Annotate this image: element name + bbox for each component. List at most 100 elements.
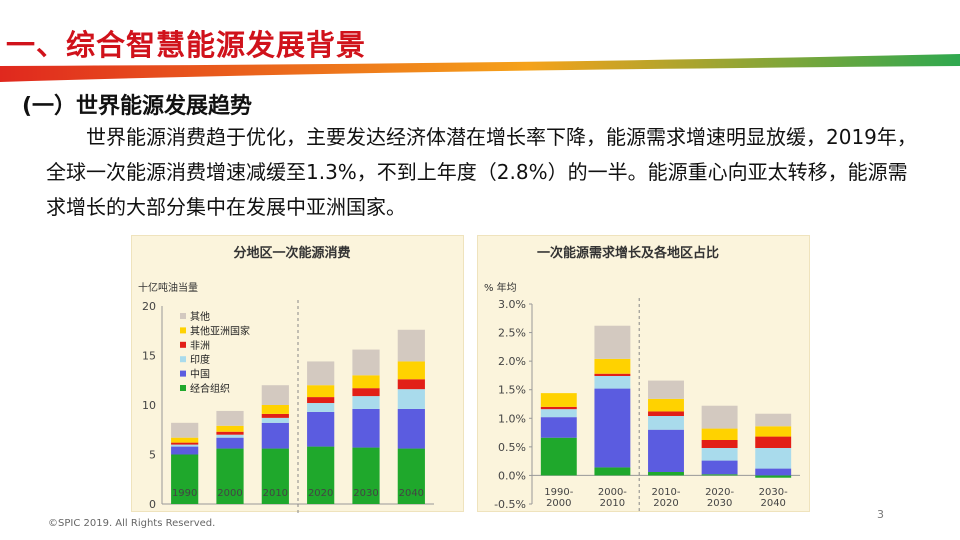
y-tick-label: 2.5% bbox=[498, 327, 526, 340]
bar-segment bbox=[701, 428, 738, 440]
legend-label: 其他亚洲国家 bbox=[190, 324, 250, 337]
bar-segment bbox=[648, 429, 684, 472]
bar-segment bbox=[594, 325, 631, 359]
bar-segment bbox=[755, 436, 792, 448]
x-tick-label: 2040 bbox=[399, 488, 424, 499]
bar-segment bbox=[648, 416, 684, 430]
bar-segment bbox=[171, 442, 199, 445]
bar-segment bbox=[755, 413, 792, 427]
bar-segment bbox=[397, 448, 425, 504]
legend-swatch bbox=[180, 356, 186, 363]
chart-demand-growth: 一次能源需求增长及各地区占比 % 年均 -0.5% 0.0% 0.5% 1.0% 1.5% 2… bbox=[477, 235, 810, 513]
bar-segment bbox=[540, 393, 577, 407]
x-tick-label: 2020 bbox=[653, 498, 678, 509]
bar-segment bbox=[701, 440, 738, 448]
bar-segment bbox=[352, 349, 380, 376]
legend-swatch bbox=[180, 341, 186, 348]
bar-segment bbox=[261, 413, 289, 418]
y-tick-label: 0.0% bbox=[498, 469, 526, 482]
chart-demand-growth-svg: 一次能源需求增长及各地区占比 % 年均 -0.5% 0.0% 0.5% 1.0% 1.5% 2… bbox=[484, 245, 800, 513]
bar-segment bbox=[171, 422, 199, 438]
legend-swatch bbox=[180, 370, 186, 377]
legend-label: 其他 bbox=[190, 310, 210, 323]
bar-segment bbox=[755, 468, 792, 476]
y-axis-label: 十亿吨油当量 bbox=[138, 281, 198, 294]
bar-segment bbox=[397, 329, 425, 362]
bar-segment bbox=[594, 388, 631, 468]
x-tick-label: 2010 bbox=[263, 488, 288, 499]
body-paragraph: 世界能源消费趋于优化，主要发达经济体潜在增长率下降，能源需求增速明显放缓，201… bbox=[46, 125, 917, 219]
y-tick-label: 1.5% bbox=[498, 384, 526, 397]
y-tick-label: 1.0% bbox=[498, 412, 526, 425]
bar-segment bbox=[540, 409, 577, 418]
slide-title: 一、综合智慧能源发展背景 bbox=[6, 28, 367, 62]
bar-segment bbox=[648, 398, 684, 412]
title-band bbox=[0, 54, 960, 82]
copyright: ©SPIC 2019. All Rights Reserved. bbox=[48, 518, 216, 529]
page-number: 3 bbox=[877, 508, 884, 521]
bar-segment bbox=[261, 422, 289, 449]
bar-segment bbox=[594, 467, 631, 476]
legend-swatch bbox=[180, 385, 186, 391]
y-tick-label: 3.0% bbox=[498, 298, 526, 311]
x-tick-label: 2000 bbox=[217, 488, 242, 499]
bar-segment bbox=[352, 375, 380, 389]
section-title: (一）世界能源发展趋势 bbox=[22, 94, 253, 119]
legend-swatch bbox=[180, 327, 186, 334]
x-tick-label: 1990- bbox=[544, 487, 573, 498]
y-tick-label: 0 bbox=[149, 498, 156, 511]
chart-title: 一次能源需求增长及各地区占比 bbox=[537, 245, 719, 261]
bar-segment bbox=[648, 380, 684, 399]
bar-segment bbox=[216, 437, 244, 449]
bar-segment bbox=[261, 448, 289, 504]
bar-segment bbox=[307, 385, 335, 398]
y-tick-label: -0.5% bbox=[494, 498, 526, 511]
bar-segment bbox=[755, 448, 792, 469]
bar-segment bbox=[540, 437, 577, 476]
legend-label: 中国 bbox=[190, 368, 210, 381]
x-tick-label: 2000- bbox=[598, 487, 627, 498]
bar-segment bbox=[261, 385, 289, 405]
legend-swatch bbox=[180, 313, 186, 319]
bar-segment bbox=[755, 426, 792, 437]
bar-segment bbox=[216, 448, 244, 504]
x-tick-label: 2030 bbox=[707, 498, 732, 509]
x-tick-label: 2020- bbox=[705, 487, 734, 498]
x-tick-label: 1990 bbox=[172, 488, 197, 499]
bar-segment bbox=[594, 376, 631, 389]
bar-segment bbox=[216, 425, 244, 432]
x-tick-label: 2000 bbox=[546, 498, 571, 509]
bar-segment bbox=[216, 431, 244, 435]
bar-segment bbox=[397, 408, 425, 449]
bar-segment bbox=[171, 454, 199, 504]
bar-segment bbox=[307, 411, 335, 447]
bar-segment bbox=[261, 417, 289, 423]
bar-segment bbox=[701, 460, 738, 475]
bar-segment bbox=[171, 437, 199, 443]
bar-segment bbox=[648, 411, 684, 416]
chart-regional-consumption: 分地区一次能源消费 十亿吨油当量 0 5 10 15 20 1990 2000 2010 2020 2… bbox=[131, 235, 464, 513]
x-tick-label: 2010 bbox=[600, 498, 625, 509]
bar-segment bbox=[307, 397, 335, 404]
x-tick-label: 2020 bbox=[308, 488, 333, 499]
legend-label: 经合组织 bbox=[190, 382, 230, 395]
body-text: 世界能源消费趋于优化，主要发达经济体潜在增长率下降，能源需求增速明显放缓，201… bbox=[46, 120, 926, 225]
y-tick-label: 15 bbox=[142, 350, 156, 363]
x-tick-label: 2030- bbox=[759, 487, 788, 498]
bar-segment bbox=[397, 379, 425, 390]
y-tick-label: 2.0% bbox=[498, 355, 526, 368]
bar-segment bbox=[701, 448, 738, 461]
bar-segment bbox=[307, 446, 335, 504]
bar-segment bbox=[307, 361, 335, 386]
y-tick-label: 0.5% bbox=[498, 441, 526, 454]
bar-segment bbox=[397, 361, 425, 380]
bar-segment bbox=[352, 388, 380, 397]
x-tick-label: 2030 bbox=[353, 488, 378, 499]
bar-segment bbox=[352, 408, 380, 448]
legend-label: 非洲 bbox=[190, 340, 210, 352]
bar-segment bbox=[540, 417, 577, 438]
bar-segment bbox=[216, 410, 244, 426]
x-tick-label: 2010- bbox=[651, 487, 680, 498]
bar-segment bbox=[540, 406, 577, 410]
